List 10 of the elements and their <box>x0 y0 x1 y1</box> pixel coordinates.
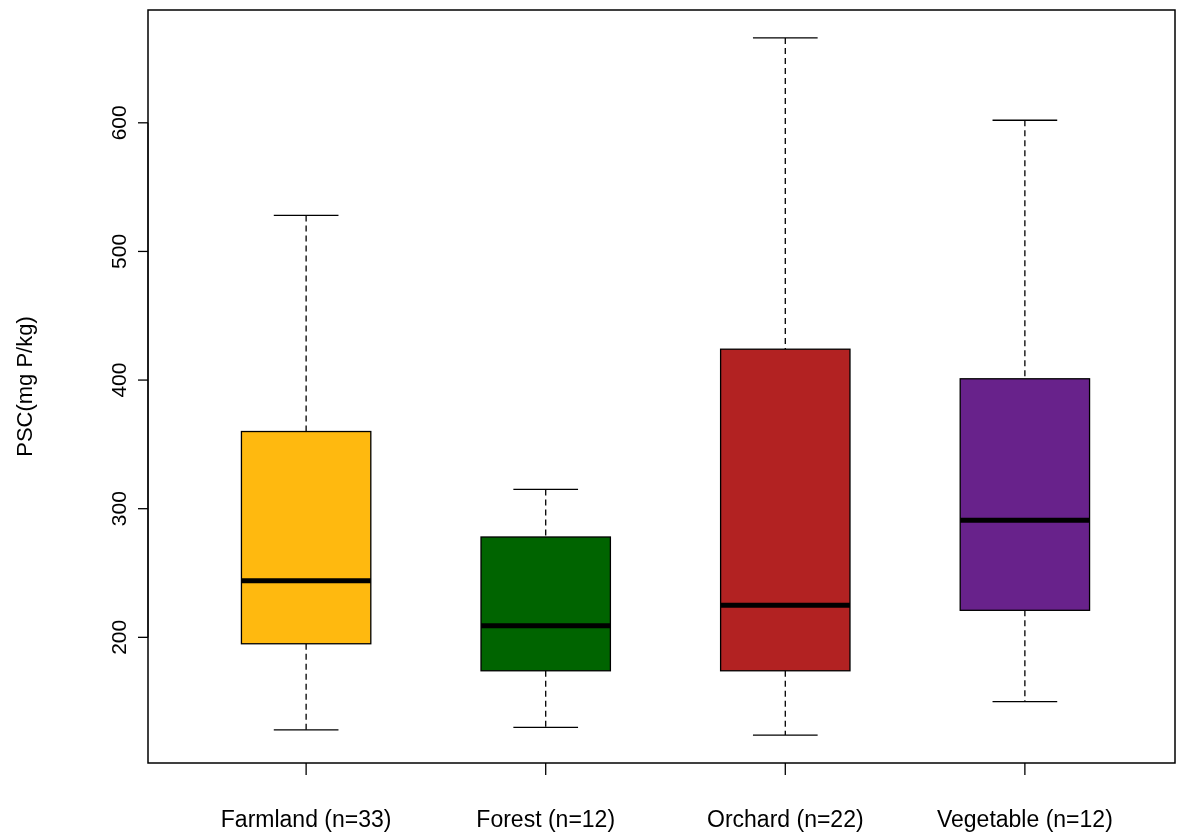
x-tick-label: Vegetable (n=12) <box>936 806 1113 832</box>
y-tick-label: 300 <box>107 491 130 527</box>
y-axis-title: PSC(mg P/kg) <box>12 316 37 457</box>
x-tick-label: Farmland (n=33) <box>220 806 392 832</box>
x-tick-label: Orchard (n=22) <box>706 806 864 832</box>
y-tick-label: 600 <box>107 105 130 141</box>
y-tick-label: 200 <box>107 619 130 655</box>
y-tick-label: 400 <box>107 362 130 398</box>
y-tick-label: 500 <box>107 233 130 269</box>
x-tick-label: Forest (n=12) <box>476 806 616 832</box>
